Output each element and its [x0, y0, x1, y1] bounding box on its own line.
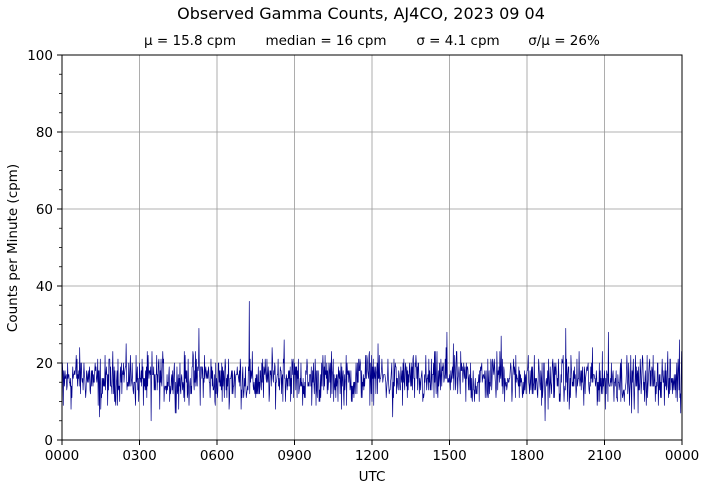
- subtitle-sigma: σ = 4.1 cpm: [416, 33, 499, 49]
- x-tick-label: 0900: [277, 448, 311, 464]
- grid: [62, 55, 682, 440]
- x-tick-label: 2100: [587, 448, 621, 464]
- x-tick-label: 1200: [355, 448, 389, 464]
- y-tick-label: 60: [36, 202, 53, 218]
- series-layer: [61, 301, 683, 422]
- x-axis-label: UTC: [359, 469, 386, 485]
- subtitle-ratio: σ/μ = 26%: [528, 33, 600, 49]
- y-tick-label: 80: [36, 125, 53, 141]
- axis-ticks: 0000 0300 0600 0900 1200 1500 1800 2100 00000204…: [27, 48, 699, 464]
- subtitle-median: median = 16 cpm: [265, 33, 386, 49]
- x-tick-label: 1500: [432, 448, 466, 464]
- y-tick-label: 0: [44, 433, 53, 449]
- y-tick-label: 20: [36, 356, 53, 372]
- x-tick-label: 1800: [510, 448, 544, 464]
- chart-title: Observed Gamma Counts, AJ4CO, 2023 09 04: [177, 4, 545, 23]
- x-tick-label: 0000: [45, 448, 79, 464]
- x-tick-label: 0600: [200, 448, 234, 464]
- y-axis-label: Counts per Minute (cpm): [5, 164, 21, 332]
- series-line: [61, 301, 683, 422]
- y-tick-label: 100: [27, 48, 53, 64]
- subtitle-mean: μ = 15.8 cpm: [144, 33, 236, 49]
- x-tick-label: 0000: [665, 448, 699, 464]
- y-tick-label: 40: [36, 279, 53, 295]
- x-tick-label: 0300: [122, 448, 156, 464]
